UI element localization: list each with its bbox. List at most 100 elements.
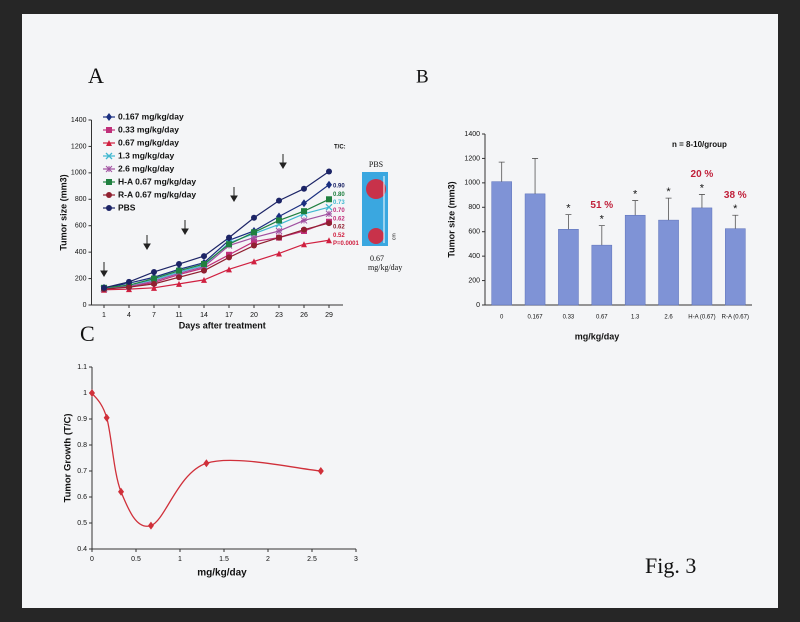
x-tick-label: 14 <box>200 312 208 319</box>
x-tick-label: 4 <box>127 312 131 319</box>
series-line <box>103 198 330 289</box>
note: n = 8-10/group <box>672 140 727 149</box>
data-point <box>301 199 307 208</box>
data-point <box>301 226 307 233</box>
significance-marker: * <box>600 214 605 226</box>
y-tick-label: 1200 <box>71 143 87 150</box>
data-point <box>176 274 182 281</box>
data-point <box>201 253 207 260</box>
data-point <box>201 267 207 274</box>
data-point <box>126 284 132 291</box>
data-point <box>176 261 182 268</box>
y-tick-label: 0.5 <box>77 520 87 527</box>
percent-label: 20 % <box>691 169 714 180</box>
y-tick-label: 800 <box>468 204 480 211</box>
inset-label: mg/kg/day <box>368 263 402 272</box>
data-point <box>151 275 157 282</box>
y-axis-label: Tumor Growth (T/C) <box>63 413 74 502</box>
legend-label: 0.167 mg/kg/day <box>118 111 184 121</box>
legend-label: PBS <box>118 202 136 212</box>
legend-marker <box>106 127 112 133</box>
inset-label: PBS <box>369 160 383 169</box>
data-point <box>226 241 232 248</box>
data-point <box>317 467 324 475</box>
legend-marker <box>106 192 112 198</box>
series-line <box>103 239 330 291</box>
data-point <box>101 284 107 291</box>
x-tick-label: 7 <box>152 312 156 319</box>
x-tick-label: 26 <box>300 312 308 319</box>
data-point <box>151 268 157 275</box>
error-bar <box>498 161 505 182</box>
error-bar <box>565 214 572 230</box>
x-tick-label: 1 <box>102 312 106 319</box>
x-tick-label: 0.67 <box>596 315 608 321</box>
data-point <box>201 261 207 268</box>
bar <box>691 207 713 306</box>
x-tick-label: 2 <box>266 556 270 563</box>
data-point <box>301 185 307 192</box>
bar <box>591 244 613 306</box>
percent-label: 38 % <box>724 190 747 201</box>
data-point <box>226 254 232 261</box>
x-tick-label: 0.5 <box>131 556 141 563</box>
tc-label: 0.80 <box>333 192 345 198</box>
data-point <box>326 196 332 203</box>
inset-unit: cm <box>391 233 397 240</box>
y-tick-label: 800 <box>75 196 87 203</box>
legend-label: 1.3 mg/kg/day <box>118 150 174 160</box>
tc-title: T/C: <box>334 145 346 151</box>
error-bar <box>698 194 705 208</box>
y-tick-label: 1200 <box>464 155 480 162</box>
data-point <box>251 242 257 249</box>
x-tick-label: 3 <box>354 556 358 563</box>
error-bar <box>632 200 639 216</box>
y-tick-label: 600 <box>75 223 87 230</box>
x-tick-label: 1.5 <box>219 556 229 563</box>
data-point <box>300 217 308 224</box>
y-tick-label: 0 <box>476 302 480 309</box>
y-tick-label: 1000 <box>464 180 480 187</box>
data-point <box>226 234 232 241</box>
data-point <box>203 459 210 468</box>
percent-label: 51 % <box>590 200 613 211</box>
x-tick-label: 1.3 <box>631 315 640 321</box>
error-bar <box>665 197 672 221</box>
y-axis-label: Tumor size (mm3) <box>58 174 68 250</box>
data-point <box>326 237 332 244</box>
y-tick-label: 1400 <box>464 131 480 138</box>
tc-label: 0.70 <box>333 208 345 214</box>
y-tick-label: 400 <box>75 249 87 256</box>
y-tick-label: 400 <box>468 253 480 260</box>
legend-marker <box>106 140 112 146</box>
y-tick-label: 1000 <box>71 170 87 177</box>
data-point <box>326 168 332 175</box>
series-line <box>103 222 330 290</box>
data-point <box>176 280 182 287</box>
data-point <box>276 250 282 257</box>
panel-label: C <box>80 321 95 346</box>
legend-marker <box>106 179 112 185</box>
series-line <box>103 171 330 289</box>
data-point <box>276 217 282 224</box>
error-bar <box>732 214 739 229</box>
x-tick-label: 0.33 <box>563 315 575 321</box>
inset-label: 0.67 <box>370 254 384 263</box>
panel-label: A <box>88 63 104 88</box>
y-tick-label: 0.9 <box>77 416 87 423</box>
inset-photo <box>362 172 388 246</box>
bar <box>491 181 512 306</box>
data-point <box>251 214 257 221</box>
data-point <box>226 266 232 273</box>
data-point <box>151 284 157 291</box>
y-tick-label: 0.4 <box>77 546 87 553</box>
y-tick-label: 1.1 <box>77 364 87 371</box>
data-point <box>276 197 282 204</box>
tc-label: 0.62 <box>333 216 345 222</box>
data-point <box>326 220 332 227</box>
data-point <box>276 234 282 241</box>
tc-label: 0.90 <box>333 184 345 190</box>
y-tick-label: 0.6 <box>77 494 87 501</box>
data-point <box>103 413 110 422</box>
data-point <box>301 241 307 248</box>
